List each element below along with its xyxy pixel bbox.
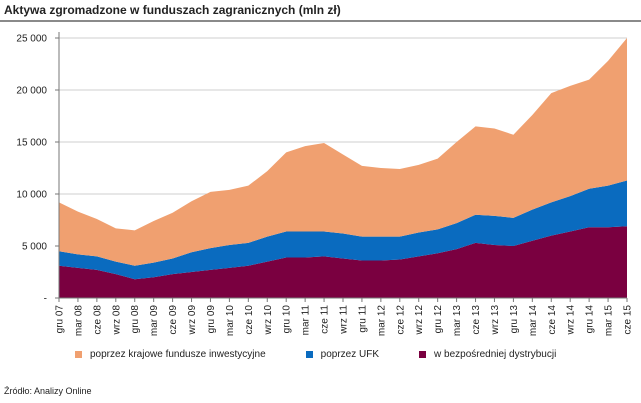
x-tick-label: gru 08 [130,305,141,334]
x-tick-label: wrz 08 [111,305,122,336]
x-tick-label: gru 12 [433,305,444,334]
legend: poprzez krajowe fundusze inwestycyjne po… [75,349,596,360]
x-tick-label: mar 12 [376,305,387,337]
legend-swatch-bezposrednia [419,351,427,358]
area-dystrybucji [59,226,627,298]
y-tick-label: - [44,294,47,305]
x-tick-label: gru 13 [509,305,520,334]
legend-label-ufk: poprzez UFK [320,349,380,360]
legend-swatch-ufk [305,351,313,358]
legend-item-ufk: poprzez UFK [305,349,380,360]
y-tick-label: 20 000 [16,86,47,97]
legend-item-krajowe: poprzez krajowe fundusze inwestycyjne [75,349,266,360]
x-tick-label: wrz 14 [566,305,577,336]
area-UFK [59,180,627,280]
title-divider [0,20,641,22]
area-inwestycyjne [59,38,627,266]
x-tick-label: cze 10 [244,305,255,335]
x-tick-label: cze 12 [395,305,406,335]
x-tick-label: wrz 11 [339,305,350,335]
stacked-area-chart: - 5 000 10 000 15 000 20 000 25 000 gru 07 mar… [16,32,634,337]
y-tick-label: 5 000 [22,242,47,253]
axes [55,32,628,302]
legend-label-krajowe: poprzez krajowe fundusze inwestycyjne [90,349,266,360]
x-tick-label: cze 13 [471,305,482,335]
x-tick-label: cze 15 [623,305,634,335]
x-tick-labels: gru 07 mar 08 cze 08 wrz 08 gru 08 mar 09 cze … [55,305,634,337]
y-tick-labels: - 5 000 10 000 15 000 20 000 25 000 [16,34,47,305]
series-areas [59,38,627,298]
y-tick-label: 25 000 [16,34,47,45]
x-tick-label: wrz 13 [490,305,501,336]
x-tick-label: gru 11 [357,305,368,333]
x-tick-label: cze 14 [547,305,558,335]
x-tick-label: mar 11 [301,305,312,336]
legend-item-bezposrednia: w bezpośredniej dystrybucji [419,349,556,360]
x-tick-label: cze 08 [92,305,103,335]
x-tick-label: mar 13 [452,305,463,337]
legend-swatch-krajowe [75,351,82,358]
y-tick-label: 10 000 [16,190,47,201]
x-tick-label: mar 14 [528,305,539,337]
x-tick-label: gru 07 [55,305,66,334]
x-tick-label: wrz 09 [187,305,198,336]
x-tick-label: cze 09 [168,305,179,335]
x-tick-label: wrz 10 [263,305,274,336]
x-tick-label: mar 15 [604,305,615,337]
x-tick-label: cze 11 [320,305,331,334]
x-tick-label: mar 10 [225,305,236,337]
x-tick-label: wrz 12 [414,305,425,336]
source-note: Źródło: Analizy Online [4,386,92,396]
legend-label-bezposrednia: w bezpośredniej dystrybucji [434,349,557,360]
x-tick-label: gru 14 [585,305,596,334]
x-tick-label: mar 08 [73,305,84,337]
y-tick-label: 15 000 [16,138,47,149]
chart-title: Aktywa zgromadzone w funduszach zagranic… [4,3,341,17]
x-tick-label: gru 10 [282,305,293,334]
x-tick-label: mar 09 [149,305,160,337]
x-tick-label: gru 09 [206,305,217,334]
